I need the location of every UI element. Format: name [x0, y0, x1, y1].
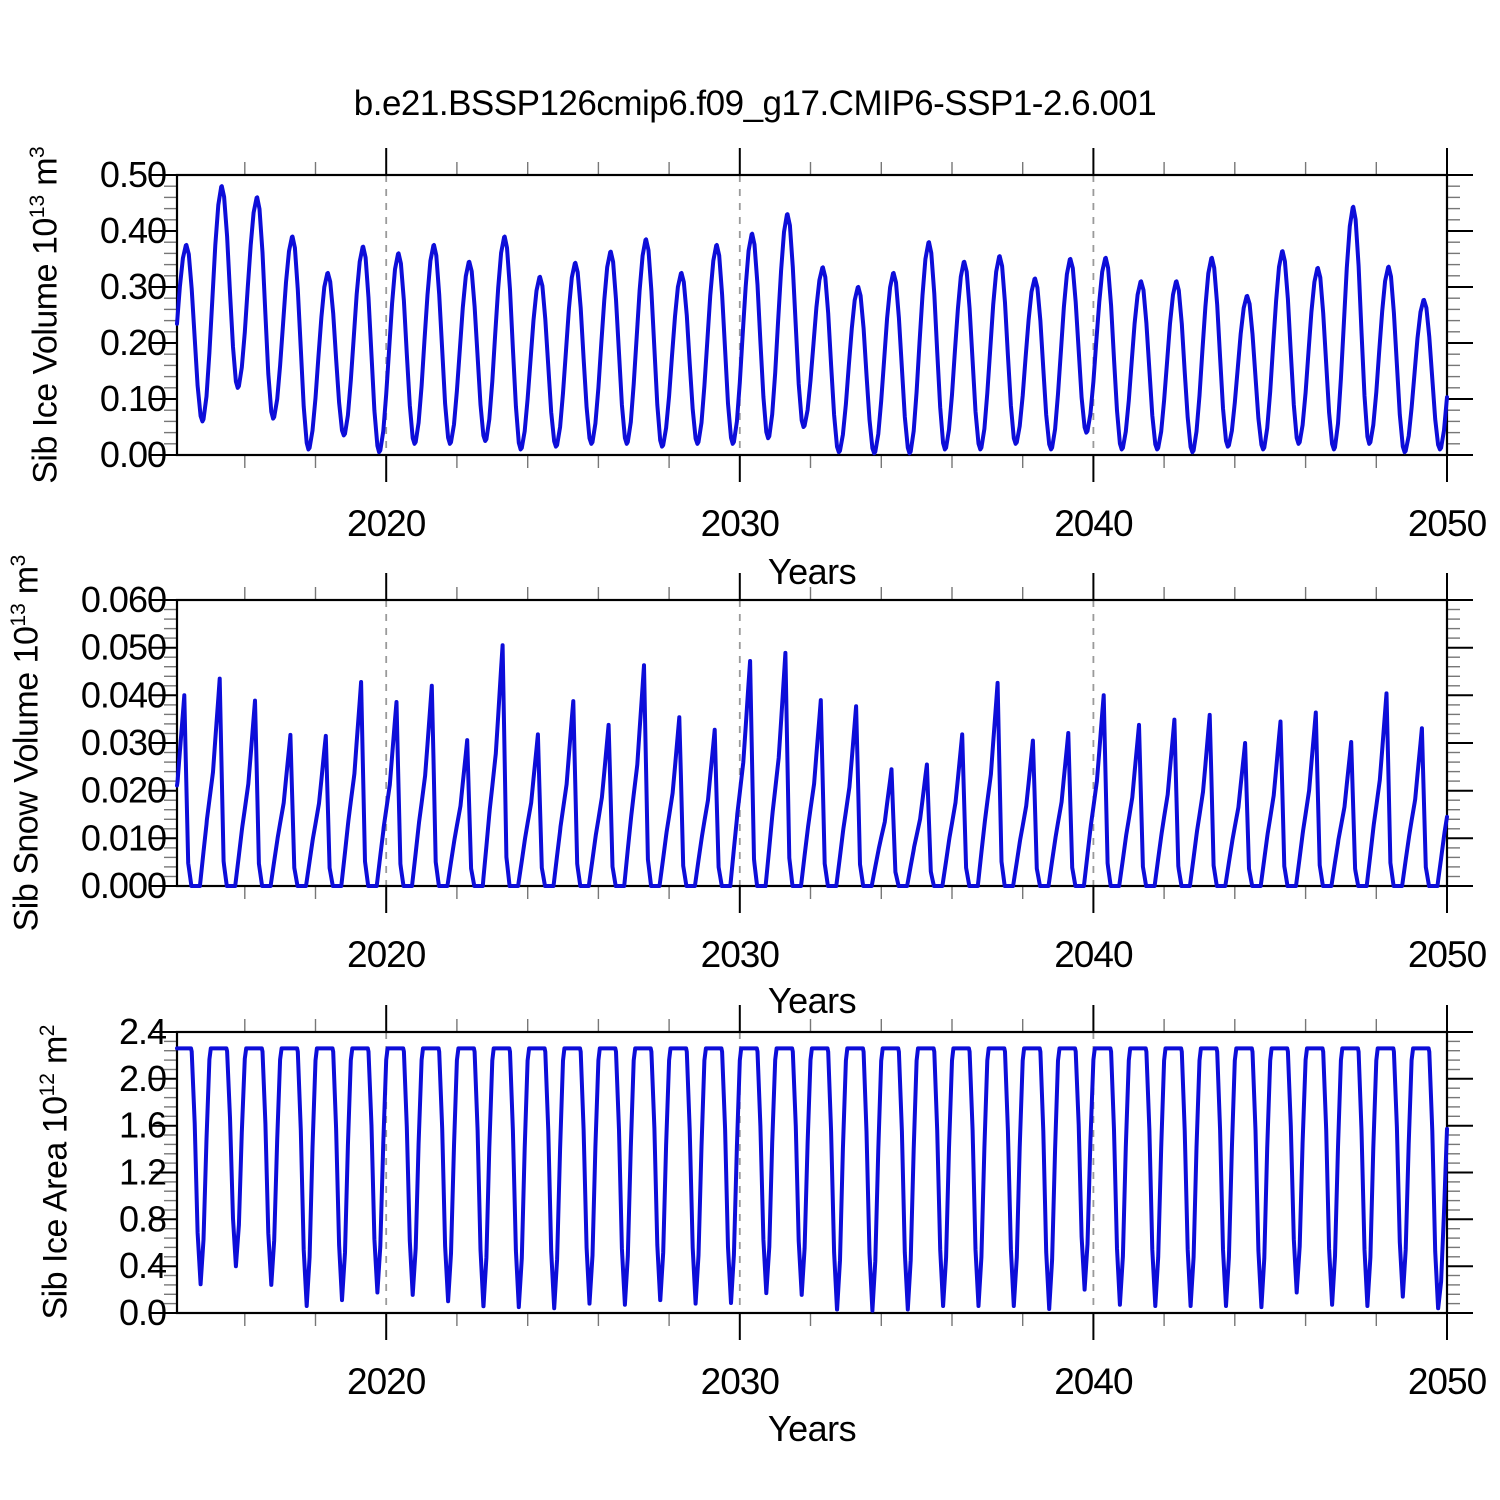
- x-tick-label: 2020: [347, 934, 426, 975]
- x-tick-label: 2050: [1408, 1361, 1487, 1402]
- ylabel-superscript: 3: [26, 146, 49, 158]
- y-tick-label: 0.4: [119, 1245, 166, 1286]
- y-tick-label: 0.50: [100, 154, 166, 195]
- x-tick-label: 2030: [701, 934, 780, 975]
- panel-ice_volume: 0.00 0.10 0.20 0.30 0.40 0.50 2020 2030 2040 2050: [100, 148, 1488, 544]
- y-axis-label-ice-area: Sib Ice Area 1012 m2: [27, 872, 74, 1472]
- y-tick-label: 0.020: [81, 770, 166, 811]
- panel-ice_area: 0.0 0.4 0.8 1.2 1.6 2.0 2.4 2020 2030 2040 2050: [119, 1005, 1488, 1402]
- y-tick-label: 0.040: [81, 674, 166, 715]
- y-tick-label: 0.30: [100, 266, 166, 307]
- y-tick-label: 2.4: [119, 1011, 166, 1052]
- panel-snow_volume: 0.000 0.010 0.020 0.030 0.040 0.050 0.060 2020 2…: [81, 573, 1488, 975]
- ylabel-text: m: [26, 157, 65, 195]
- y-tick-label: 0.8: [119, 1198, 166, 1239]
- x-tick-label: 2030: [701, 503, 780, 544]
- y-tick-label: 0.40: [100, 210, 166, 251]
- y-tick-label: 0.00: [100, 434, 166, 475]
- x-axis-label-years-panel2: Years: [767, 980, 857, 1021]
- y-tick-label: 0.000: [81, 865, 166, 906]
- series-line-snow_volume: [175, 643, 1449, 888]
- x-tick-label: 2050: [1408, 503, 1487, 544]
- x-tick-label: 2020: [347, 1361, 426, 1402]
- series-line-ice_area: [175, 1046, 1449, 1313]
- series-line-ice_volume: [175, 184, 1449, 456]
- y-tick-label: 0.10: [100, 378, 166, 419]
- x-tick-label: 2050: [1408, 934, 1487, 975]
- x-tick-label: 2030: [701, 1361, 780, 1402]
- y-tick-label: 2.0: [119, 1058, 166, 1099]
- x-tick-label: 2020: [347, 503, 426, 544]
- ylabel-superscript: 13: [26, 194, 49, 219]
- y-tick-label: 1.6: [119, 1105, 166, 1146]
- ylabel-text: m: [7, 566, 46, 604]
- y-tick-label: 0.050: [81, 627, 166, 668]
- ylabel-text: m: [36, 1036, 75, 1073]
- ylabel-superscript: 2: [36, 1024, 59, 1037]
- x-tick-label: 2040: [1054, 934, 1133, 975]
- y-tick-label: 1.2: [119, 1152, 166, 1193]
- plot-border: [175, 598, 1449, 888]
- ylabel-superscript: 3: [7, 554, 30, 567]
- x-tick-label: 2040: [1054, 1361, 1133, 1402]
- ylabel-text: Sib Ice Area 10: [36, 1096, 75, 1320]
- ylabel-superscript: 13: [7, 603, 30, 627]
- y-tick-label: 0.20: [100, 322, 166, 363]
- y-tick-label: 0.060: [81, 579, 166, 620]
- ylabel-superscript: 12: [36, 1072, 59, 1097]
- y-tick-label: 0.030: [81, 722, 166, 763]
- x-tick-label: 2040: [1054, 503, 1133, 544]
- chart-title: b.e21.BSSP126cmip6.f09_g17.CMIP6-SSP1-2.…: [353, 84, 1157, 123]
- y-tick-label: 0.0: [119, 1292, 166, 1333]
- y-tick-label: 0.010: [81, 817, 166, 858]
- x-axis-label-years-panel1: Years: [767, 551, 857, 592]
- x-axis-label-years-panel3: Years: [767, 1408, 857, 1449]
